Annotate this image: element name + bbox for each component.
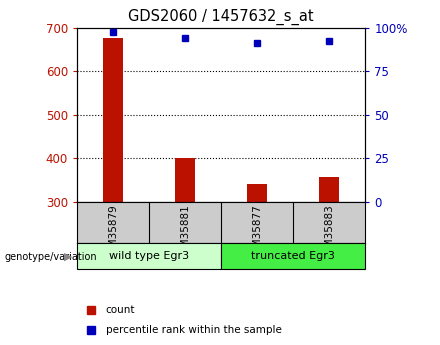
Text: ▶: ▶ [64,252,73,262]
Text: GSM35879: GSM35879 [108,204,118,260]
Title: GDS2060 / 1457632_s_at: GDS2060 / 1457632_s_at [128,9,314,25]
Text: GSM35883: GSM35883 [324,204,334,260]
Bar [247,184,267,202]
Text: wild type Egr3: wild type Egr3 [109,251,189,261]
Text: GSM35877: GSM35877 [252,204,262,260]
Text: GSM35881: GSM35881 [180,204,190,260]
Bar [175,158,195,202]
Text: truncated Egr3: truncated Egr3 [251,251,335,261]
Bar [319,177,339,202]
Text: percentile rank within the sample: percentile rank within the sample [106,325,282,335]
Bar [221,243,365,269]
Bar [103,39,123,202]
Bar [77,243,221,269]
Text: genotype/variation: genotype/variation [4,252,97,262]
Text: count: count [106,305,136,315]
